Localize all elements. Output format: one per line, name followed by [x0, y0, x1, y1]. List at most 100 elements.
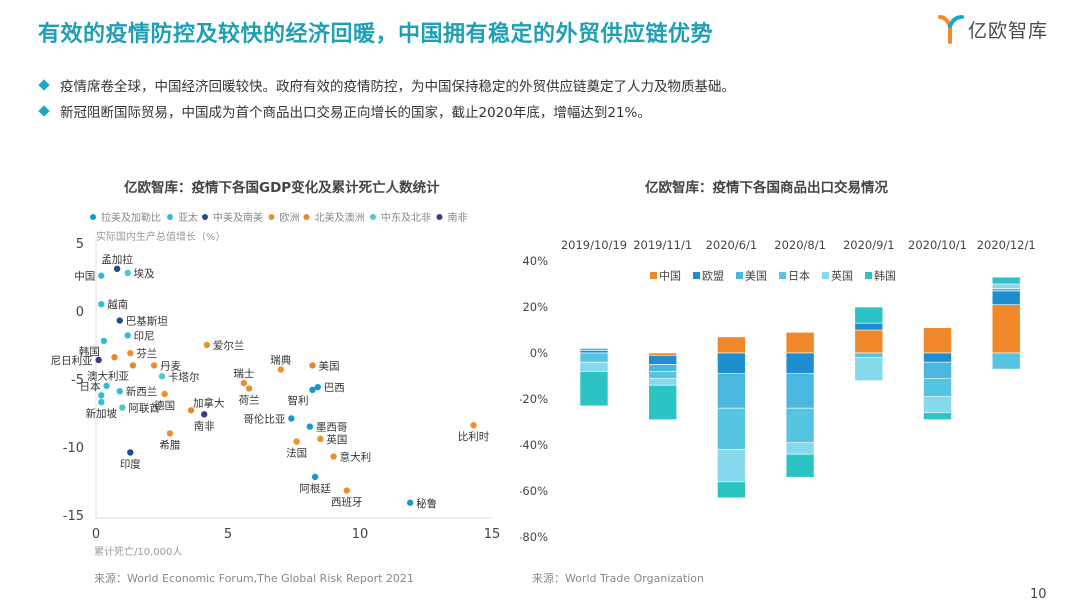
x-tick-label: 5 [224, 527, 232, 542]
stacked-bar-chart: 2019/10/19 2019/11/1 2020/6/1 2020/8/1 2020/… [520, 238, 1036, 544]
data-label: 芬兰 [136, 347, 157, 360]
data-label: 西班牙 [331, 497, 363, 509]
bar-segment [717, 352, 746, 375]
bar-segment [579, 352, 609, 363]
data-label: 比利时 [458, 430, 490, 443]
data-point [201, 411, 208, 418]
data-label: 越南 [107, 298, 128, 311]
data-point [98, 301, 105, 308]
data-point [311, 473, 319, 481]
bar-segment [717, 336, 746, 354]
data-point [124, 332, 131, 339]
scatter-chart-title: 亿欧智库：疫情下各国GDP变化及累计死亡人数统计 [124, 180, 440, 196]
data-label: 孟加拉 [101, 253, 133, 266]
data-point [330, 453, 337, 460]
bullet-item: 新冠阻断国际贸易，中国成为首个商品出口交易正向增长的国家，截止2020年底，增幅… [38, 98, 735, 124]
legend-label: 南非 [448, 211, 468, 224]
data-label: 日本 [80, 380, 101, 393]
y-tick-label: -20% [520, 392, 548, 406]
data-label: 新加坡 [86, 407, 118, 420]
data-point [187, 407, 195, 414]
bar-segment [923, 361, 952, 379]
legend-label: 中美及南美 [213, 211, 263, 224]
legend-marker [436, 214, 443, 220]
bar-segment [923, 378, 952, 398]
diamond-bullet-icon [38, 79, 50, 91]
data-point [127, 349, 134, 357]
data-point [119, 404, 126, 411]
category-label: 2020/10/1 [908, 238, 967, 252]
category-label: 2019/11/1 [633, 238, 692, 252]
data-label: 南非 [194, 419, 215, 432]
scatter-source: 来源：World Economic Forum,The Global Risk … [94, 572, 414, 585]
legend-swatch [865, 272, 872, 279]
data-label: 智利 [287, 394, 308, 407]
data-point [100, 337, 108, 345]
bar-segment [648, 364, 677, 372]
bar-segment [854, 329, 884, 354]
scatter-chart: 拉美及加勒比 亚太 中美及南美 欧洲 北美及澳洲 中东及北非 南非实际国内生产总值增长（%）… [51, 211, 501, 558]
legend-swatch [693, 272, 700, 279]
data-point [309, 362, 316, 369]
legend-label: 拉美及加勒比 [101, 211, 161, 224]
bar-segment [785, 407, 815, 443]
data-label: 埃及 [134, 267, 155, 280]
data-label: 瑞士 [233, 367, 254, 380]
data-label: 印度 [120, 457, 141, 470]
data-point [161, 390, 168, 398]
bar-segment [991, 352, 1021, 370]
y-tick-label: -15 [63, 509, 84, 524]
data-point [95, 356, 102, 364]
legend-swatch [822, 272, 829, 279]
data-label: 英国 [326, 433, 347, 446]
logo-icon [938, 15, 964, 44]
data-point [309, 386, 316, 394]
data-point [406, 499, 414, 506]
bar-segment [648, 378, 677, 386]
data-label: 韩国 [79, 345, 100, 358]
y-tick-label: 20% [522, 300, 548, 314]
legend-marker [268, 214, 275, 220]
bar-segment [854, 322, 884, 331]
bar-segment [923, 327, 952, 354]
data-point [113, 265, 121, 273]
y-tick-label: -60% [520, 484, 548, 498]
bar-segment [785, 373, 815, 409]
y-tick-label: 0% [530, 346, 548, 360]
bar-segment [648, 355, 677, 365]
data-label: 卡塔尔 [168, 370, 200, 383]
x-axis-label: 累计死亡/10,000人 [94, 545, 182, 558]
legend-label: 欧盟 [702, 270, 724, 283]
data-point [240, 379, 248, 387]
data-label: 加拿大 [193, 396, 225, 409]
logo: 亿欧智库 [938, 14, 1048, 44]
data-point [166, 430, 174, 437]
data-label: 巴西 [324, 382, 345, 394]
legend-label: 欧洲 [280, 212, 300, 224]
data-point [314, 383, 321, 391]
y-tick-label: -40% [520, 438, 548, 452]
y-axis-label: 实际国内生产总值增长（%） [96, 230, 226, 243]
legend-marker [303, 214, 310, 220]
bar-segment [991, 288, 1021, 292]
data-point [158, 373, 166, 380]
data-point [203, 341, 211, 349]
bullet-item: 疫情席卷全球，中国经济回暖较快。政府有效的疫情防控，为中国保持稳定的外贸供应链奠… [38, 72, 735, 98]
bar-segment [717, 449, 746, 483]
data-point [277, 366, 284, 373]
data-label: 巴基斯坦 [126, 315, 168, 328]
legend-marker [167, 214, 173, 220]
legend-marker [90, 214, 96, 220]
data-point [150, 362, 158, 369]
data-point [127, 449, 134, 456]
category-label: 2020/9/1 [843, 238, 895, 252]
bar-segment [991, 283, 1021, 289]
data-label: 阿联酋 [128, 402, 160, 415]
logo-text: 亿欧智库 [968, 19, 1049, 42]
data-point [293, 438, 300, 445]
diamond-bullet-icon [38, 105, 50, 117]
bar-segment [923, 412, 952, 421]
bullet-list: 疫情席卷全球，中国经济回暖较快。政府有效的疫情防控，为中国保持稳定的外贸供应链奠… [38, 72, 735, 124]
data-label: 丹麦 [160, 360, 181, 372]
y-tick-label: -80% [520, 530, 548, 544]
